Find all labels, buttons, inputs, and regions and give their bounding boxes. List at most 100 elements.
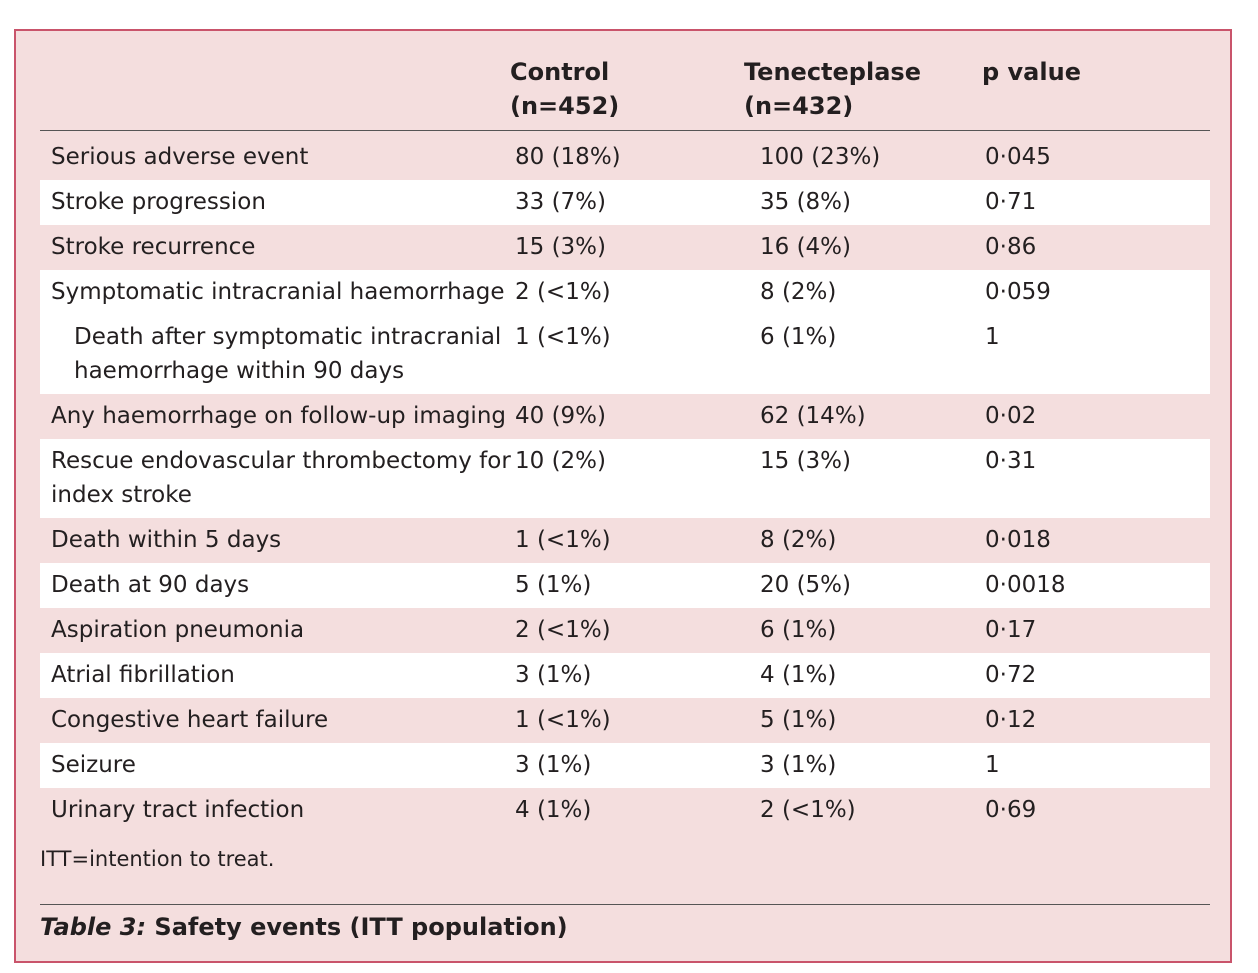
header-control-name: Control [510,58,610,86]
control-value: 1 (<1%) [515,527,611,553]
table-row: Stroke recurrence 15 (3%) 16 (4%) 0·86 [40,225,1210,270]
caption-prefix: Table 3: [40,913,147,941]
row-label: Stroke recurrence [51,230,255,264]
p-value: 0·0018 [985,572,1066,598]
row-label-line: Seizure [51,752,136,778]
table-row: Symptomatic intracranial haemorrhage 2 (<… [40,270,1210,315]
p-value: 0·69 [985,797,1037,823]
tenecteplase-value: 8 (2%) [760,279,837,305]
table-frame: Control (n=452) Tenecteplase (n=432) p v… [14,29,1232,963]
control-value: 2 (<1%) [515,617,611,643]
table-row: Any haemorrhage on follow-up imaging 40 (… [40,394,1210,439]
table-row: Stroke progression 33 (7%) 35 (8%) 0·71 [40,180,1210,225]
control-value: 15 (3%) [515,234,607,260]
tenecteplase-value: 62 (14%) [760,403,866,429]
header-control-n: (n=452) [510,92,620,120]
p-value: 1 [985,324,1000,350]
header-tenecteplase-n: (n=432) [744,92,854,120]
p-value: 0·02 [985,403,1037,429]
control-value: 3 (1%) [515,662,592,688]
row-label-line: Any haemorrhage on follow-up imaging [51,403,507,429]
header-tenecteplase-name: Tenecteplase [744,58,921,86]
row-label-line: Stroke recurrence [51,234,256,260]
row-label: Death after symptomatic intracranial haem… [74,320,501,388]
row-label-line: Aspiration pneumonia [51,617,305,643]
table-row: Congestive heart failure 1 (<1%) 5 (1%) 0·1… [40,698,1210,743]
tenecteplase-value: 2 (<1%) [760,797,856,823]
header-divider [40,130,1210,131]
row-label-line: Serious adverse event [51,144,309,170]
p-value: 0·17 [985,617,1037,643]
header-p-value: p value [982,58,1081,86]
row-label-line: Death at 90 days [51,572,250,598]
table-row: Aspiration pneumonia 2 (<1%) 6 (1%) 0·17 [40,608,1210,653]
p-value: 0·86 [985,234,1037,260]
tenecteplase-value: 20 (5%) [760,572,852,598]
row-label: Death within 5 days [51,523,281,557]
p-value: 0·71 [985,189,1037,215]
tenecteplase-value: 16 (4%) [760,234,852,260]
p-value: 0·045 [985,144,1051,170]
table-row: Death after symptomatic intracranial haem… [40,315,1210,394]
tenecteplase-value: 100 (23%) [760,144,881,170]
row-label: Stroke progression [51,185,266,219]
control-value: 80 (18%) [515,144,621,170]
control-value: 40 (9%) [515,403,607,429]
p-value: 0·12 [985,707,1037,733]
control-value: 2 (<1%) [515,279,611,305]
footnote: ITT=intention to treat. [40,847,275,871]
tenecteplase-value: 3 (1%) [760,752,837,778]
control-value: 5 (1%) [515,572,592,598]
row-label: Atrial fibrillation [51,658,235,692]
row-label: Congestive heart failure [51,703,328,737]
header-control: Control (n=452) [510,55,619,123]
tenecteplase-value: 4 (1%) [760,662,837,688]
footnote-divider [40,904,1210,905]
control-value: 33 (7%) [515,189,607,215]
row-label-line: Death after symptomatic intracranial [74,324,502,350]
row-label: Seizure [51,748,136,782]
row-label-line: Urinary tract infection [51,797,305,823]
control-value: 1 (<1%) [515,707,611,733]
table-row: Atrial fibrillation 3 (1%) 4 (1%) 0·72 [40,653,1210,698]
table-row: Serious adverse event 80 (18%) 100 (23%) 0·… [40,135,1210,180]
tenecteplase-value: 6 (1%) [760,617,837,643]
control-value: 3 (1%) [515,752,592,778]
row-label: Serious adverse event [51,140,308,174]
p-value: 0·72 [985,662,1037,688]
tenecteplase-value: 6 (1%) [760,324,837,350]
table-caption: Table 3: Safety events (ITT population) [40,913,568,941]
table-row: Urinary tract infection 4 (1%) 2 (<1%) 0·69 [40,788,1210,833]
control-value: 10 (2%) [515,448,607,474]
row-label-line: Symptomatic intracranial haemorrhage [51,279,505,305]
tenecteplase-value: 5 (1%) [760,707,837,733]
p-value: 0·31 [985,448,1037,474]
caption-title: Safety events (ITT population) [154,913,568,941]
row-label-line: Atrial fibrillation [51,662,235,688]
row-label: Symptomatic intracranial haemorrhage [51,275,505,309]
row-label-line: haemorrhage within 90 days [74,358,405,384]
tenecteplase-value: 8 (2%) [760,527,837,553]
row-label: Aspiration pneumonia [51,613,304,647]
p-value: 0·018 [985,527,1051,553]
control-value: 1 (<1%) [515,324,611,350]
row-label: Rescue endovascular thrombectomy for inde… [51,444,511,512]
tenecteplase-value: 15 (3%) [760,448,852,474]
row-label: Any haemorrhage on follow-up imaging [51,399,506,433]
row-label-line: index stroke [51,482,192,508]
row-label-line: Death within 5 days [51,527,282,553]
row-label-line: Rescue endovascular thrombectomy for [51,448,511,474]
p-value: 0·059 [985,279,1051,305]
table-row: Death at 90 days 5 (1%) 20 (5%) 0·0018 [40,563,1210,608]
row-label-line: Congestive heart failure [51,707,329,733]
table-row: Rescue endovascular thrombectomy for inde… [40,439,1210,518]
table-row: Death within 5 days 1 (<1%) 8 (2%) 0·018 [40,518,1210,563]
row-label: Urinary tract infection [51,793,304,827]
row-label: Death at 90 days [51,568,249,602]
table-row: Seizure 3 (1%) 3 (1%) 1 [40,743,1210,788]
p-value: 1 [985,752,1000,778]
tenecteplase-value: 35 (8%) [760,189,852,215]
table-body: Serious adverse event 80 (18%) 100 (23%) 0·… [40,135,1210,833]
control-value: 4 (1%) [515,797,592,823]
row-label-line: Stroke progression [51,189,266,215]
